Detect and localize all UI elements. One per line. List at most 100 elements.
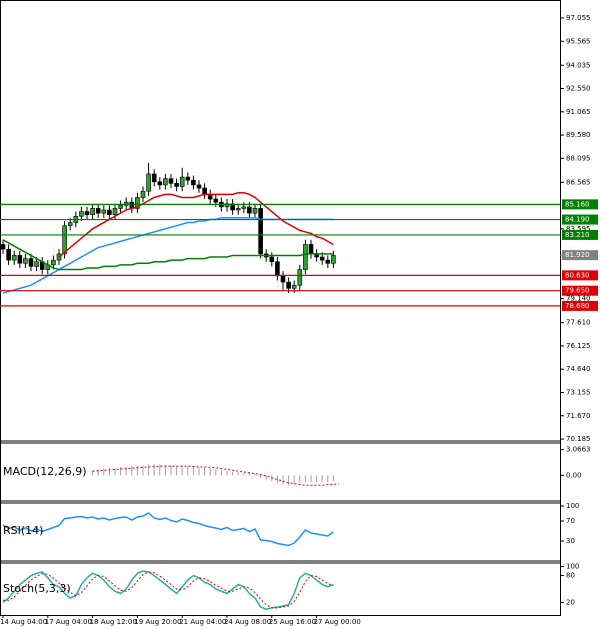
y-tick-label: 73.155: [566, 388, 591, 396]
candle-body: [319, 256, 325, 261]
candle-body: [325, 259, 331, 264]
candle-body: [213, 198, 219, 203]
level-box: [562, 199, 598, 210]
candle-body: [308, 244, 314, 255]
candle-body: [90, 208, 95, 216]
candle-body: [275, 261, 280, 277]
y-tick-label: 89.580: [566, 131, 591, 139]
candle-body: [135, 197, 140, 209]
indicator-label: Stoch(5,3,3): [3, 582, 71, 595]
x-tick-label: 14 Aug 04:00: [0, 618, 47, 626]
candle-body: [79, 211, 84, 217]
y-tick-label: 79.140: [566, 295, 591, 303]
candle-body: [258, 208, 263, 255]
level-box: [562, 300, 598, 311]
level-label: 83.210: [565, 231, 590, 239]
candle-body: [280, 275, 286, 283]
x-tick-label: 17 Aug 04:00: [45, 618, 92, 626]
candle-body: [101, 209, 107, 214]
x-tick-label: 18 Aug 12:00: [90, 618, 137, 626]
candle-body: [230, 203, 235, 211]
candle-body: [11, 255, 17, 261]
x-tick-label: 27 Aug 00:00: [314, 618, 361, 626]
candle-body: [168, 178, 174, 184]
candle-body: [297, 269, 303, 286]
candle-body: [17, 255, 23, 264]
candle-body: [179, 176, 185, 187]
y-tick-label: 74.640: [566, 365, 591, 373]
last-price-label: 81.920: [565, 251, 590, 259]
x-tick-label: 24 Aug 08:00: [224, 618, 271, 626]
candle-body: [140, 190, 146, 198]
y-tick-label: 70: [566, 517, 575, 525]
indicator-line: [2, 570, 334, 610]
indicator-label: RSI(14): [3, 524, 43, 537]
candle-body: [123, 201, 129, 206]
candle-body: [191, 179, 196, 186]
candle-body: [28, 258, 34, 267]
last-price-box: [562, 250, 598, 261]
y-tick-label: 94.035: [566, 61, 591, 69]
candle-body: [303, 244, 308, 270]
level-label: 78.680: [565, 302, 590, 310]
level-box: [562, 285, 598, 296]
level-label: 84.190: [565, 216, 590, 224]
x-tick-label: 25 Aug 16:00: [269, 618, 316, 626]
y-tick-label: 88.095: [566, 154, 591, 162]
y-tick-label: 95.565: [566, 37, 591, 45]
candle-body: [331, 255, 336, 264]
y-tick-label: 86.565: [566, 178, 591, 186]
level-label: 79.650: [565, 287, 590, 295]
candle-body: [286, 281, 291, 289]
x-tick-label: 19 Aug 20:00: [134, 618, 181, 626]
y-tick-label: 100: [566, 563, 579, 571]
y-tick-label: 20: [566, 598, 575, 606]
y-tick-label: 92.550: [566, 85, 591, 93]
candle-body: [235, 208, 241, 211]
indicator-label: MACD(12,26,9): [3, 465, 87, 478]
candle-body: [224, 203, 230, 208]
macd-signal: [92, 465, 340, 486]
plot-frame: [0, 0, 561, 616]
level-box: [562, 214, 598, 225]
y-tick-label: 70.185: [566, 435, 591, 443]
y-tick-label: 0.00: [566, 471, 582, 479]
candle-body: [146, 173, 151, 192]
level-box: [562, 229, 598, 240]
y-tick-label: 91.065: [566, 108, 591, 116]
level-label: 80.630: [565, 271, 590, 279]
candle-body: [252, 208, 258, 214]
candle-body: [151, 173, 157, 183]
candle-body: [196, 184, 202, 189]
candle-body: [23, 258, 28, 264]
y-tick-label: 76.125: [566, 342, 591, 350]
y-tick-label: 80: [566, 572, 575, 580]
candle-body: [107, 209, 112, 216]
y-tick-label: 71.670: [566, 412, 591, 420]
candle-body: [84, 211, 90, 216]
y-tick-label: 97.055: [566, 14, 591, 22]
candle-body: [185, 176, 191, 181]
candle-body: [163, 178, 168, 186]
candle-body: [112, 208, 118, 216]
y-tick-label: 83.595: [566, 225, 591, 233]
indicator-line: [2, 512, 334, 547]
candle-body: [6, 248, 11, 261]
candle-body: [0, 244, 6, 250]
candle-body: [118, 204, 123, 209]
candle-body: [247, 206, 252, 214]
candle-body: [95, 208, 101, 214]
y-tick-label: 3.0663: [566, 446, 591, 454]
moving-average: [2, 239, 334, 271]
x-tick-label: 21 Aug 04:00: [179, 618, 226, 626]
y-tick-label: 100: [566, 502, 579, 510]
candle-body: [291, 284, 297, 289]
candle-body: [51, 259, 56, 266]
moving-average: [58, 192, 334, 258]
candle-body: [157, 181, 163, 186]
candle-body: [241, 206, 247, 209]
level-label: 85.160: [565, 200, 590, 208]
candle-body: [174, 183, 179, 187]
candle-body: [67, 222, 73, 226]
